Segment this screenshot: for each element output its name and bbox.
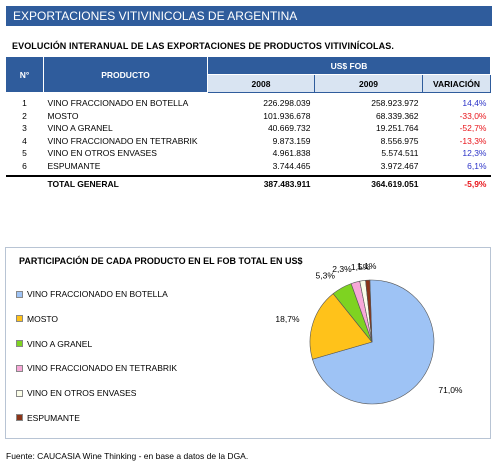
total-variation: -5,9% [422,175,491,190]
legend-item: VINO FRACCIONADO EN BOTELLA [16,288,177,300]
row-2008: 9.873.159 [272,135,311,146]
row-variation: 14,4% [462,98,487,109]
legend-item: MOSTO [16,313,177,325]
table-title: EVOLUCIÓN INTERANUAL DE LAS EXPORTACIONE… [12,41,394,51]
row-2008: 226.298.039 [263,98,311,109]
row-2008: 40.669.732 [267,123,311,134]
row-num: 2 [22,110,27,121]
row-product: ESPUMANTE [47,160,101,171]
row-num: 4 [22,135,27,146]
col-header-fob: US$ FOB [207,56,491,75]
total-2009: 364.619.051 [314,175,423,190]
legend-swatch [16,364,23,372]
row-product: VINO FRACCIONADO EN TETRABRIK [47,135,198,146]
row-2009: 5.574.511 [381,148,419,159]
row-2008: 4.961.838 [272,148,311,159]
col-header-2009: 2009 [314,74,423,93]
row-num: 5 [22,148,27,159]
table-row: 2 MOSTO 101.936.678 68.339.362 -33,0% [6,110,491,123]
row-2009: 258.923.972 [371,98,419,109]
row-variation: -13,3% [459,135,487,146]
pie-data-label: 5,3% [316,271,336,281]
col-header-product: PRODUCTO [43,56,208,93]
row-variation: 6,1% [467,160,487,171]
row-num: 3 [22,123,27,134]
row-2009: 68.339.362 [375,110,419,121]
row-num: 6 [22,160,27,171]
chart-legend: VINO FRACCIONADO EN BOTELLA MOSTO VINO A… [16,288,177,437]
legend-label: VINO FRACCIONADO EN BOTELLA [27,289,168,299]
row-2008: 3.744.465 [272,160,311,171]
pie-slice [312,279,435,405]
table-row: 3 VINO A GRANEL 40.669.732 19.251.764 -5… [6,122,491,135]
table-row: 4 VINO FRACCIONADO EN TETRABRIK 9.873.15… [6,135,491,148]
legend-item: VINO A GRANEL [16,338,177,350]
row-variation: -33,0% [459,110,487,121]
legend-swatch [16,389,23,397]
legend-item: VINO FRACCIONADO EN TETRABRIK [16,362,177,374]
chart-panel: PARTICIPACIÓN DE CADA PRODUCTO EN EL FOB… [5,247,491,439]
row-2008: 101.936.678 [263,110,311,121]
total-2008: 387.483.911 [207,175,315,190]
total-row: TOTAL GENERAL 387.483.911 364.619.051 -5… [5,175,491,190]
row-2009: 3.972.467 [380,160,419,171]
pie-slice [365,279,373,343]
row-product: MOSTO [47,110,79,121]
source-note: Fuente: CAUCASIA Wine Thinking - en base… [6,451,249,461]
legend-label: VINO A GRANEL [27,338,93,349]
row-product: VINO A GRANEL [47,123,113,134]
row-2009: 19.251.764 [375,123,419,134]
row-product: VINO EN OTROS ENVASES [47,148,157,159]
pie-data-label: 71,0% [438,385,463,395]
row-variation: -52,7% [459,123,487,134]
row-2009: 8.556.975 [380,135,419,146]
legend-label: MOSTO [27,313,59,324]
pie-data-label: 18,7% [275,314,300,324]
pie-slice [309,293,373,360]
row-variation: 12,3% [462,148,487,159]
legend-swatch [16,290,23,298]
legend-swatch [16,340,23,348]
row-num: 1 [22,98,27,109]
exports-table: N° PRODUCTO US$ FOB 2008 2009 VARIACIÓN … [5,56,491,190]
pie-data-label: 2,3% [332,264,352,274]
col-header-num: N° [5,56,44,93]
legend-label: VINO EN OTROS ENVASES [27,388,137,399]
report-banner: EXPORTACIONES VITIVINICOLAS DE ARGENTINA [6,6,492,26]
row-product: VINO FRACCIONADO EN BOTELLA [47,98,189,109]
table-row: 5 VINO EN OTROS ENVASES 4.961.838 5.574.… [6,147,491,160]
pie-data-label: 1,5% [351,262,371,272]
pie-data-label: 1,1% [357,261,377,271]
legend-item: VINO EN OTROS ENVASES [16,387,177,399]
chart-title: PARTICIPACIÓN DE CADA PRODUCTO EN EL FOB… [19,256,303,266]
legend-swatch [16,414,23,422]
total-label: TOTAL GENERAL [43,175,208,190]
table-row: 6 ESPUMANTE 3.744.465 3.972.467 6,1% [6,160,491,173]
legend-label: ESPUMANTE [27,412,80,423]
legend-item: ESPUMANTE [16,412,177,424]
pie-chart: 71,0% 18,7% 5,3%2,3% 1,5%1,1% [275,261,463,405]
col-header-variation: VARIACIÓN [422,74,491,93]
legend-swatch [16,315,23,323]
table-row: 1 VINO FRACCIONADO EN BOTELLA 226.298.03… [6,97,491,110]
legend-label: VINO FRACCIONADO EN TETRABRIK [27,363,178,374]
col-header-2008: 2008 [207,74,315,93]
